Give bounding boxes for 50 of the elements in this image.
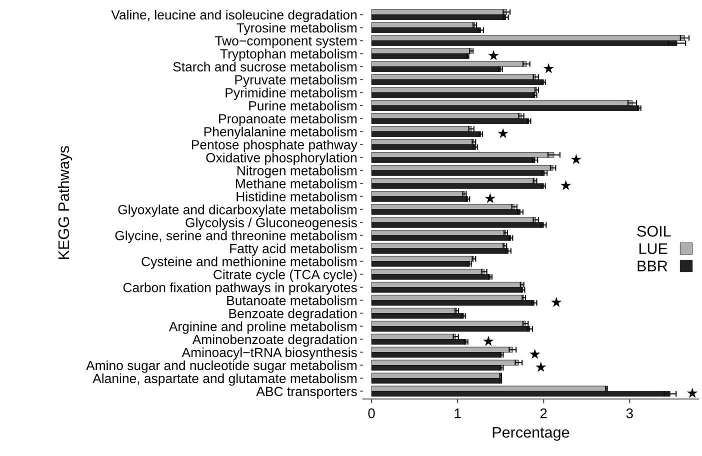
x-axis-title: Percentage bbox=[492, 427, 570, 441]
y-axis-title: KEGG Pathways bbox=[58, 146, 72, 259]
y-tick-label: Cysteine and methionine metabolism bbox=[142, 256, 357, 269]
y-tick-label: Fatty acid metabolism bbox=[230, 244, 357, 256]
y-tick-label: Alanine, aspartate and glutamate metabolism bbox=[92, 373, 357, 386]
y-tick-label: Methane metabolism bbox=[236, 178, 357, 188]
annotation: ★ bbox=[488, 50, 499, 60]
annotation: ★ bbox=[686, 388, 698, 398]
y-tick-label: Benzoate degradation bbox=[229, 308, 357, 321]
annotation: ★ bbox=[484, 192, 496, 204]
legend-title: SOIL bbox=[637, 226, 671, 237]
y-tick-label: Pyrimidine metabolism bbox=[226, 88, 357, 100]
y-tick-label: Tryptophan metabolism bbox=[220, 48, 357, 62]
x-tick-label: 3 bbox=[626, 408, 633, 418]
annotation: ★ bbox=[536, 362, 546, 372]
y-tick-label: Two−component system bbox=[215, 36, 357, 48]
y-tick-label: Glycine, serine and threonine metabolism bbox=[115, 230, 357, 243]
annotation: ★ bbox=[483, 336, 494, 346]
y-tick-label: Propanoate metabolism bbox=[219, 114, 357, 126]
y-tick-label: Amino sugar and nucleotide sugar metabolism bbox=[86, 360, 357, 373]
y-tick-label: Valine, leucine and isoleucine degradation bbox=[111, 10, 357, 22]
annotation: ★ bbox=[551, 296, 562, 307]
y-tick-label: Starch and sucrose metabolism bbox=[173, 62, 357, 72]
y-tick-label: Oxidative phosphorylation bbox=[206, 152, 357, 165]
y-tick-label: Aminobenzoate degradation bbox=[192, 334, 357, 347]
x-tick-label: 0 bbox=[368, 408, 375, 418]
y-tick-label: Carbon fixation pathways in prokaryotes bbox=[123, 282, 357, 295]
y-tick-label: Glyoxylate and dicarboxylate metabolism bbox=[118, 204, 357, 217]
y-tick-label: Pentose phosphate pathway bbox=[192, 140, 358, 152]
y-tick-label: Glycolysis / Gluconeogenesis bbox=[186, 218, 357, 230]
annotation: ★ bbox=[498, 128, 508, 138]
y-tick-label: Arginine and proline metabolism bbox=[168, 322, 357, 334]
y-tick-label: Phenylalanine metabolism bbox=[204, 126, 357, 140]
legend-label: LUE bbox=[639, 243, 668, 254]
y-tick-label: Purine metabolism bbox=[249, 100, 357, 110]
y-tick-label: Histidine metabolism bbox=[236, 192, 357, 202]
annotation: ★ bbox=[530, 348, 540, 359]
y-tick-label: Aminoacyl−tRNA biosynthesis bbox=[182, 347, 357, 360]
annotation: ★ bbox=[543, 63, 554, 74]
y-tick-label: Tyrosine metabolism bbox=[236, 22, 357, 36]
y-tick-label: Pyruvate metabolism bbox=[235, 74, 357, 88]
x-tick-label: 2 bbox=[540, 408, 547, 418]
y-tick-label: Citrate cycle (TCA cycle) bbox=[214, 270, 357, 282]
annotation: ★ bbox=[560, 180, 572, 190]
x-tick-label: 1 bbox=[454, 408, 461, 418]
y-tick-label: ABC transporters bbox=[256, 386, 357, 399]
y-tick-label: Butanoate metabolism bbox=[227, 296, 357, 306]
legend-label: BBR bbox=[638, 260, 668, 272]
annotation: ★ bbox=[570, 154, 582, 164]
y-tick-label: Nitrogen metabolism bbox=[237, 166, 357, 178]
